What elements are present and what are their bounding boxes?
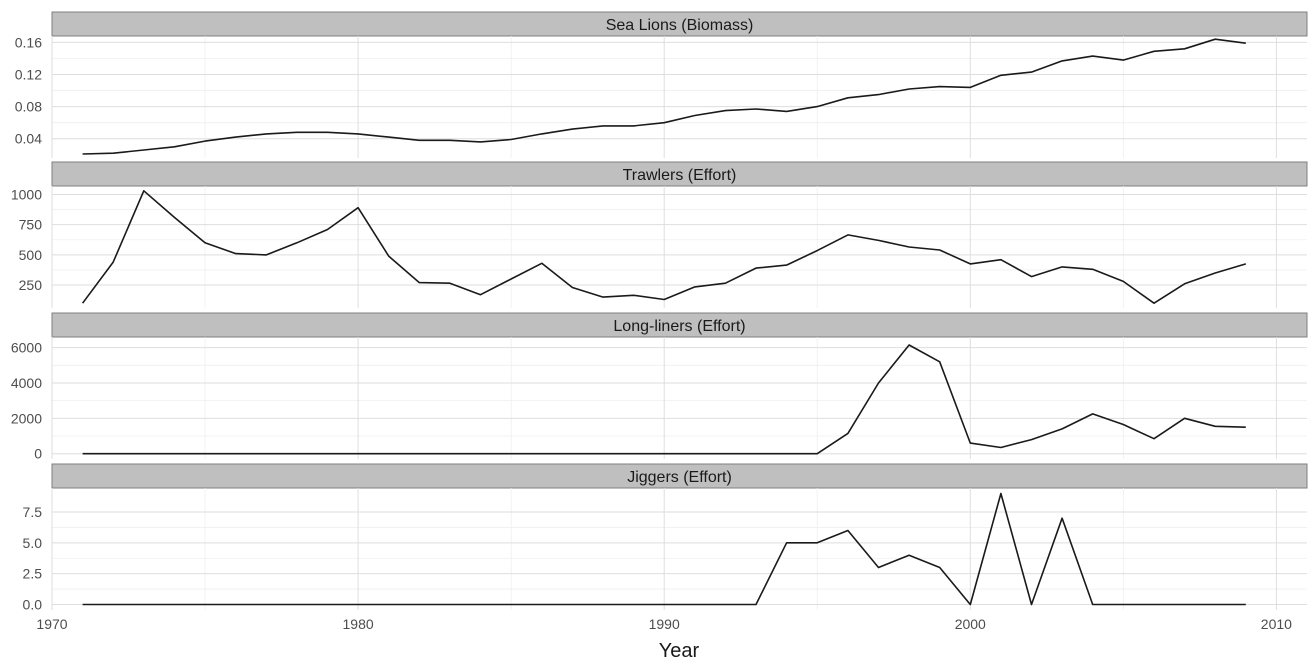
y-tick-label: 4000 xyxy=(11,375,42,391)
panel-title: Jiggers (Effort) xyxy=(627,469,732,486)
y-tick-label: 0.12 xyxy=(15,67,42,83)
x-tick-label: 1970 xyxy=(36,616,67,632)
x-tick-label: 1980 xyxy=(343,616,374,632)
y-tick-label: 0 xyxy=(34,446,42,462)
y-tick-label: 6000 xyxy=(11,340,42,356)
series-line xyxy=(82,492,1246,606)
x-tick-label: 2000 xyxy=(955,616,986,632)
x-tick-label: 1990 xyxy=(649,616,680,632)
panel-title: Sea Lions (Biomass) xyxy=(606,17,754,34)
x-axis-title: Year xyxy=(659,640,700,661)
x-tick-label: 2010 xyxy=(1261,616,1292,632)
x-axis: 1970 1980 1990 2000 2010 xyxy=(36,616,1292,632)
y-tick-label: 2000 xyxy=(11,410,42,426)
y-tick-label: 7.5 xyxy=(23,504,43,520)
panel-2: Trawlers (Effort) 250 500 750 1000 xyxy=(11,161,1308,308)
y-tick-label: 1000 xyxy=(11,186,42,202)
panel-3: Long-liners (Effort) 0 2000 4000 6000 xyxy=(11,312,1308,462)
y-tick-label: 0.0 xyxy=(23,596,43,612)
y-tick-label: 0.16 xyxy=(15,34,42,50)
y-tick-label: 2.5 xyxy=(23,566,43,582)
panel-title: Trawlers (Effort) xyxy=(623,167,737,184)
y-tick-label: 750 xyxy=(19,217,43,233)
series-line xyxy=(81,190,1247,305)
y-tick-label: 0.04 xyxy=(15,131,42,147)
y-tick-label: 250 xyxy=(19,277,43,293)
series-line xyxy=(82,38,1246,155)
chart-panels: Sea Lions (Biomass) 0.04 0.08 0.12 0.16 Trawl… xyxy=(11,11,1308,612)
panel-4: Jiggers (Effort) 0.0 2.5 5.0 7.5 xyxy=(23,463,1308,612)
panel-strip xyxy=(51,11,1308,37)
y-tick-label: 500 xyxy=(19,247,43,263)
y-tick-label: 0.08 xyxy=(15,99,42,115)
y-tick-label: 5.0 xyxy=(23,535,43,551)
panel-strip xyxy=(51,161,1308,187)
panel-strip xyxy=(51,312,1308,338)
panel-title: Long-liners (Effort) xyxy=(613,318,745,335)
panel-1: Sea Lions (Biomass) 0.04 0.08 0.12 0.16 xyxy=(15,11,1308,158)
series-line xyxy=(82,344,1246,455)
panel-strip xyxy=(51,463,1308,489)
